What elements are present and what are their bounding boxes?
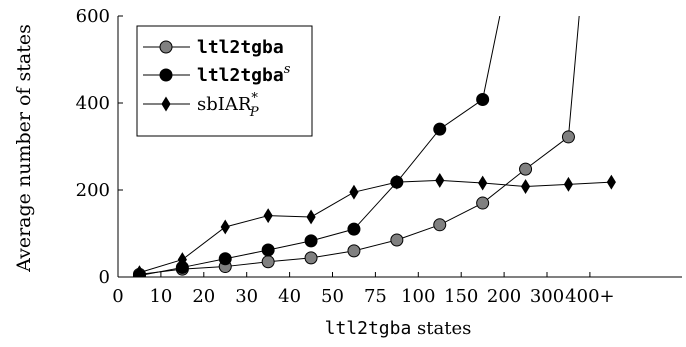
series-line-sbiar (139, 179, 612, 274)
legend-label-ltl2tgba_s: ltl2tgbas (197, 62, 291, 86)
legend-label-main: ltl2tgba (197, 37, 284, 58)
data-point-ltl2tgba_s (476, 93, 490, 107)
legend-label-main: ltl2tgba (197, 65, 284, 86)
data-point-ltl2tgba_s (218, 252, 232, 266)
y-tick-label: 600 (76, 6, 110, 27)
legend-label-sup: * (251, 91, 258, 106)
legend-label-sup: s (284, 62, 291, 77)
data-point-sbiar (263, 208, 273, 224)
data-point-ltl2tgba_s (433, 122, 447, 136)
data-point-ltl2tgba_s (347, 222, 361, 236)
x-axis-label-mono: ltl2tgba (325, 318, 412, 339)
data-point-sbiar (606, 174, 616, 190)
data-point-sbiar (478, 175, 488, 191)
legend-label-ltl2tgba_dark: ltl2tgba (197, 37, 284, 58)
y-tick-label: 200 (76, 180, 110, 201)
data-point-ltl2tgba_s (304, 234, 318, 248)
y-tick-label: 400 (76, 93, 110, 114)
data-point-sbiar (392, 174, 402, 190)
data-point-sbiar (220, 219, 230, 235)
data-point-ltl2tgba_dark (433, 218, 447, 232)
x-tick-label: 100 (401, 286, 435, 307)
data-point-sbiar (306, 209, 316, 225)
data-point-ltl2tgba_dark (261, 255, 275, 269)
data-point-sbiar (520, 179, 531, 194)
series-layer (132, 16, 616, 277)
data-point-ltl2tgba_dark (390, 233, 404, 247)
data-point-sbiar (435, 172, 445, 188)
data-point-sbiar (177, 252, 187, 268)
x-axis-label: ltl2tgba states (325, 318, 472, 339)
x-tick-label: 0 (112, 286, 123, 307)
x-tick-label: 75 (364, 286, 387, 307)
data-point-ltl2tgba_dark (519, 162, 533, 176)
x-tick-label: 10 (149, 286, 172, 307)
legend-label-main: sbIAR (197, 94, 252, 115)
legend-marker-sbiar (161, 96, 171, 112)
series-line-ltl2tgba_dark (139, 16, 580, 275)
x-axis-label-text: states (411, 318, 471, 339)
legend-label-sbiar: sbIAR* P (197, 91, 259, 120)
x-tick-label: 40 (278, 286, 301, 307)
data-point-ltl2tgba_dark (304, 251, 318, 265)
legend-label-sub: P (249, 105, 259, 120)
x-tick-label: 400+ (565, 286, 614, 307)
x-tick-label: 30 (235, 286, 258, 307)
legend-marker-ltl2tgba_s (159, 68, 173, 82)
series-sbiar (134, 172, 616, 277)
data-point-ltl2tgba_dark (347, 244, 361, 258)
series-line-ltl2tgba_s (139, 16, 501, 277)
y-axis-label: Average number of states (13, 24, 35, 273)
data-point-ltl2tgba_dark (561, 130, 575, 144)
data-point-sbiar (349, 184, 359, 200)
data-point-ltl2tgba_dark (476, 196, 490, 210)
x-tick-label: 50 (321, 286, 344, 307)
y-tick-label: 0 (99, 267, 110, 288)
x-tick-label: 20 (192, 286, 215, 307)
axes: 0 10 20 30 40 50 75 100 150 200 300 400+ 0 200 400 600 (76, 6, 682, 307)
legend-marker-ltl2tgba_dark (159, 40, 173, 54)
x-tick-label: 150 (444, 286, 478, 307)
data-point-ltl2tgba_s (261, 243, 275, 257)
x-tick-label: 300 (530, 286, 564, 307)
x-tick-label: 200 (487, 286, 521, 307)
data-point-sbiar (563, 176, 574, 192)
data-point-sbiar (134, 265, 145, 277)
